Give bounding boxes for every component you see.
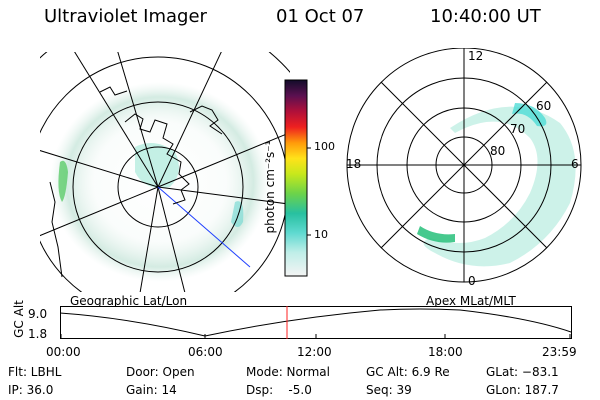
mlt-label-right: 6 — [571, 157, 579, 171]
right-panel-caption: Apex MLat/MLT — [426, 294, 516, 308]
colorbar-tick-100: 100 — [314, 140, 335, 153]
color-scale-bar — [284, 79, 311, 277]
emission-green-patch — [58, 160, 68, 202]
altitude-timeline — [60, 306, 572, 339]
alt-xtick-3: 18:00 — [428, 345, 463, 359]
altitude-curve — [60, 308, 572, 337]
alt-xtick-4: 23:59 — [542, 345, 577, 359]
alt-plot-ticks — [60, 334, 571, 339]
coastline — [49, 86, 223, 278]
glat-info: GLat: −83.1 — [486, 365, 559, 379]
mlt-label-top: 12 — [468, 49, 483, 63]
glon-info: GLon: 187.7 — [486, 383, 559, 397]
filter-info: Flt: LBHL — [8, 365, 62, 379]
terminator-line — [157, 186, 251, 268]
mlt-label-bottom: 0 — [468, 274, 476, 288]
mlat-ring-80: 80 — [490, 144, 505, 158]
dsp-info: Dsp: -5.0 — [246, 383, 312, 397]
ip-info: IP: 36.0 — [8, 383, 54, 397]
date-label: 01 Oct 07 — [276, 6, 365, 27]
colorbar-tick-10: 10 — [314, 228, 328, 241]
seq-info: Seq: 39 — [366, 383, 412, 397]
auroral-oval-green — [417, 226, 455, 243]
alt-xtick-0: 00:00 — [46, 345, 81, 359]
alt-plot-ytick-bottom: 1.8 — [28, 327, 48, 341]
alt-plot-ytick-top: 9.0 — [28, 307, 48, 321]
polar-grid-spokes — [347, 48, 581, 282]
mode-info: Mode: Normal — [246, 365, 330, 379]
door-info: Door: Open — [126, 365, 195, 379]
colorbar-unit-label: photon cm⁻²s⁻¹ — [263, 140, 277, 234]
gc-alt-info: GC Alt: 6.9 Re — [366, 365, 450, 379]
time-label: 10:40:00 UT — [430, 6, 541, 27]
alt-xtick-2: 12:00 — [297, 345, 332, 359]
left-panel-caption: Geographic Lat/Lon — [70, 294, 188, 308]
auroral-oval — [423, 106, 576, 267]
gain-info: Gain: 14 — [126, 383, 177, 397]
mlt-label-left: 18 — [346, 157, 361, 171]
mlat-ring-60: 60 — [536, 99, 551, 113]
geographic-map — [40, 52, 290, 292]
alt-plot-ylabel: GC Alt — [12, 300, 26, 338]
polar-mlt-plot: 12 6 18 0 60 70 80 — [346, 48, 582, 288]
meridian-lines — [40, 52, 290, 292]
alt-xtick-1: 06:00 — [188, 345, 223, 359]
mlat-ring-70: 70 — [510, 122, 525, 136]
instrument-title: Ultraviolet Imager — [44, 6, 207, 27]
